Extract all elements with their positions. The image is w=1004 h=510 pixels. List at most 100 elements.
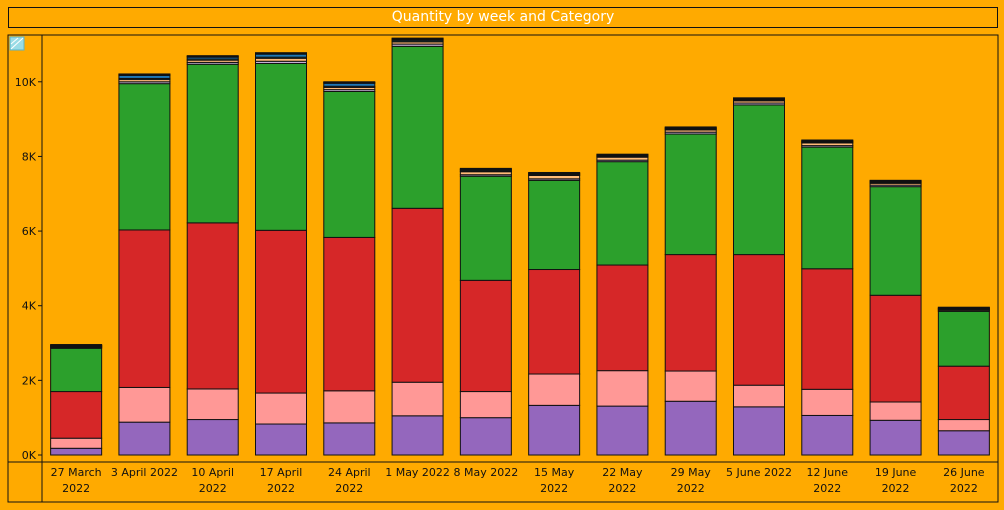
bar-segment[interactable] xyxy=(255,423,307,456)
bars-group xyxy=(50,37,990,456)
bar-segment[interactable] xyxy=(801,388,854,416)
bar-segment[interactable] xyxy=(801,414,854,456)
bar-segment[interactable] xyxy=(255,52,307,54)
bar-segment[interactable] xyxy=(937,310,990,367)
bar-segment[interactable] xyxy=(596,264,649,372)
bar-segment[interactable] xyxy=(733,384,785,408)
bar-stack[interactable] xyxy=(869,179,922,456)
bar-segment[interactable] xyxy=(733,254,785,386)
bar-segment[interactable] xyxy=(528,269,581,375)
bar-segment[interactable] xyxy=(186,55,239,57)
bar-segment[interactable] xyxy=(255,392,307,425)
x-tick-label: 3 April 2022 xyxy=(111,466,178,479)
bar-segment[interactable] xyxy=(664,126,717,129)
bar-segment[interactable] xyxy=(937,430,990,456)
bar-stack[interactable] xyxy=(937,306,990,456)
x-tick-label: 2022 xyxy=(677,482,705,495)
bar-stack[interactable] xyxy=(664,126,717,456)
bar-segment[interactable] xyxy=(391,415,444,456)
bar-segment[interactable] xyxy=(937,365,990,421)
bar-segment[interactable] xyxy=(186,222,239,390)
y-tick-label: 0K xyxy=(22,449,37,462)
bar-segment[interactable] xyxy=(459,167,512,170)
bar-stack[interactable] xyxy=(459,167,512,456)
bar-segment[interactable] xyxy=(255,229,307,394)
bar-segment[interactable] xyxy=(50,447,103,456)
bar-segment[interactable] xyxy=(664,254,717,372)
x-tick-label: 19 June xyxy=(875,466,917,479)
bar-segment[interactable] xyxy=(528,171,581,174)
bar-segment[interactable] xyxy=(50,344,103,346)
bar-segment[interactable] xyxy=(801,146,854,270)
bar-segment[interactable] xyxy=(50,347,103,393)
bar-segment[interactable] xyxy=(664,370,717,402)
bar-segment[interactable] xyxy=(255,62,307,231)
bar-segment[interactable] xyxy=(869,401,922,421)
bar-segment[interactable] xyxy=(323,81,376,84)
bar-segment[interactable] xyxy=(937,419,990,432)
bar-segment[interactable] xyxy=(664,400,717,456)
bar-segment[interactable] xyxy=(869,179,922,182)
bar-segment[interactable] xyxy=(937,306,990,309)
bar-segment[interactable] xyxy=(596,370,649,407)
bar-segment[interactable] xyxy=(596,161,649,266)
bar-segment[interactable] xyxy=(596,405,649,456)
x-tick-label: 2022 xyxy=(882,482,910,495)
bar-segment[interactable] xyxy=(186,63,239,224)
y-tick-label: 8K xyxy=(22,150,37,163)
bar-stack[interactable] xyxy=(801,139,854,456)
bar-segment[interactable] xyxy=(869,294,922,403)
bar-segment[interactable] xyxy=(323,90,376,238)
bar-segment[interactable] xyxy=(391,45,444,209)
x-tick-label: 2022 xyxy=(335,482,363,495)
bar-segment[interactable] xyxy=(528,174,581,180)
corner-icon[interactable] xyxy=(9,36,25,51)
bar-stack[interactable] xyxy=(255,52,307,456)
bar-stack[interactable] xyxy=(186,55,239,456)
bar-segment[interactable] xyxy=(528,179,581,271)
bar-segment[interactable] xyxy=(801,139,854,142)
x-tick-label: 10 April xyxy=(191,466,234,479)
x-tick-label: 2022 xyxy=(540,482,568,495)
bar-segment[interactable] xyxy=(733,97,785,100)
bar-stack[interactable] xyxy=(391,37,444,456)
bar-segment[interactable] xyxy=(596,153,649,156)
bar-segment[interactable] xyxy=(323,236,376,392)
bar-segment[interactable] xyxy=(801,268,854,390)
bar-segment[interactable] xyxy=(391,37,444,40)
bar-stack[interactable] xyxy=(596,153,649,456)
bar-segment[interactable] xyxy=(528,373,581,406)
bar-segment[interactable] xyxy=(186,388,239,421)
bar-segment[interactable] xyxy=(391,207,444,383)
bar-segment[interactable] xyxy=(459,417,512,456)
x-tick-label: 29 May xyxy=(671,466,712,479)
bar-stack[interactable] xyxy=(50,344,103,456)
bar-segment[interactable] xyxy=(459,391,512,419)
bar-segment[interactable] xyxy=(118,83,171,231)
bar-stack[interactable] xyxy=(733,97,785,456)
bar-segment[interactable] xyxy=(869,419,922,456)
bar-segment[interactable] xyxy=(459,175,512,281)
bar-segment[interactable] xyxy=(118,386,171,423)
bar-segment[interactable] xyxy=(118,73,171,76)
bar-segment[interactable] xyxy=(459,279,512,393)
bar-segment[interactable] xyxy=(323,422,376,456)
bar-segment[interactable] xyxy=(733,104,785,256)
bar-segment[interactable] xyxy=(118,421,171,456)
chart-title: Quantity by week and Category xyxy=(8,7,998,28)
bar-segment[interactable] xyxy=(664,133,717,256)
bar-stack[interactable] xyxy=(528,171,581,456)
x-tick-label: 12 June xyxy=(807,466,849,479)
bar-segment[interactable] xyxy=(50,437,103,449)
bar-segment[interactable] xyxy=(869,186,922,296)
bar-segment[interactable] xyxy=(186,419,239,456)
bar-segment[interactable] xyxy=(118,229,171,388)
bar-stack[interactable] xyxy=(118,73,171,456)
bar-segment[interactable] xyxy=(528,404,581,456)
bar-segment[interactable] xyxy=(733,406,785,456)
bar-segment[interactable] xyxy=(323,390,376,424)
bar-segment[interactable] xyxy=(391,381,444,417)
bar-stack[interactable] xyxy=(323,81,376,456)
bar-segment[interactable] xyxy=(50,391,103,439)
